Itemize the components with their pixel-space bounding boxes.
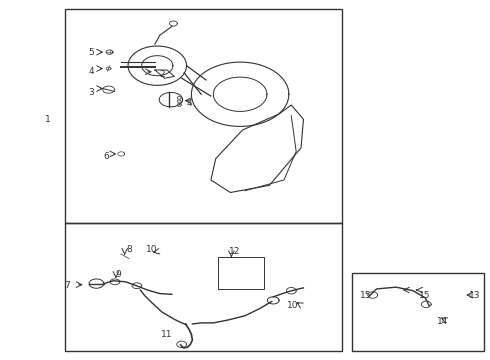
Text: 8: 8 [126,245,132,254]
Bar [65,223,343,351]
Text: 15: 15 [360,291,371,300]
Text: 10: 10 [146,245,157,254]
Text: 5: 5 [89,48,95,57]
Text: 14: 14 [437,317,448,326]
Bar [218,257,265,289]
Bar [65,9,343,223]
Text: 15: 15 [418,291,430,300]
Text: 2: 2 [159,70,165,79]
Text: 9: 9 [116,270,121,279]
Text: 7: 7 [64,281,70,290]
Text: 11: 11 [161,330,173,339]
Text: 3: 3 [89,88,95,97]
Text: 12: 12 [229,247,240,256]
Text: 4: 4 [186,99,192,108]
Bar [352,273,484,351]
Text: 4: 4 [89,67,95,76]
Text: 10: 10 [287,301,298,310]
Text: 6: 6 [103,152,109,161]
Text: 1: 1 [45,115,50,124]
Text: 13: 13 [469,291,481,300]
